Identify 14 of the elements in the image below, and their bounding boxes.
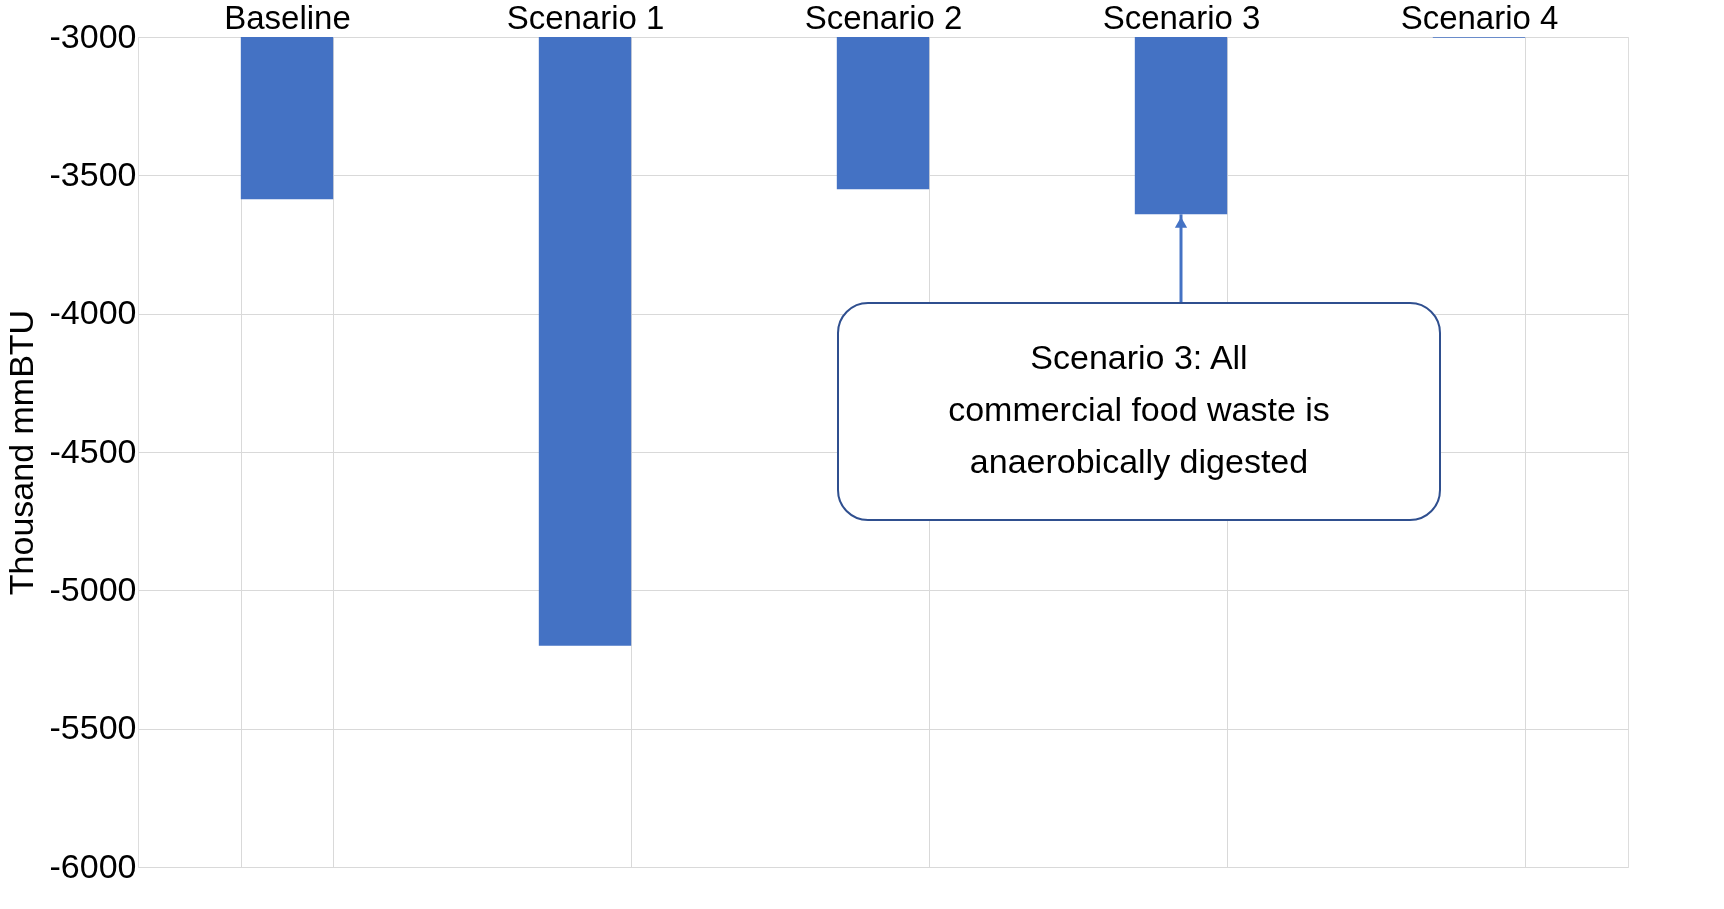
- x-tick-label: Scenario 2: [804, 0, 963, 36]
- y-axis-title: Thousand mmBTU: [1, 309, 40, 596]
- y-tick-label: -3000: [49, 16, 137, 55]
- y-tick-label: -6000: [49, 846, 137, 885]
- y-tick-label: -4500: [49, 431, 137, 470]
- x-tick-label: Scenario 1: [506, 0, 665, 36]
- y-tick-label: -5500: [49, 708, 137, 747]
- x-tick-label: Baseline: [224, 0, 351, 36]
- x-tick-label: Scenario 3: [1102, 0, 1261, 36]
- annotation: Scenario 3: All commercial food waste is anaerobically digested: [948, 338, 1330, 480]
- y-tick-label: -5000: [49, 569, 137, 608]
- y-tick-label: -3500: [49, 154, 137, 193]
- x-tick-label: Scenario 4: [1400, 0, 1559, 36]
- y-tick-label: -4000: [49, 293, 137, 332]
